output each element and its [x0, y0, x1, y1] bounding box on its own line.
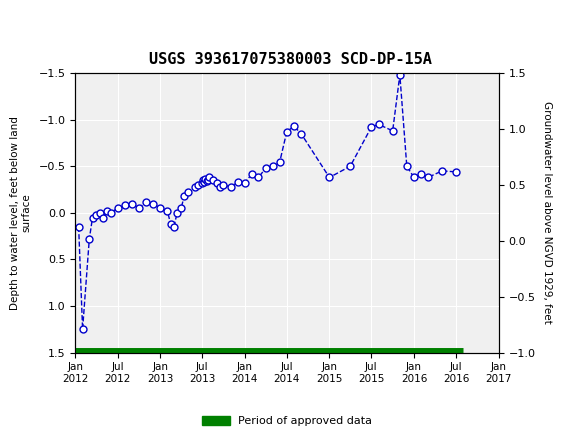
- Y-axis label: Depth to water level, feet below land
surface: Depth to water level, feet below land su…: [10, 116, 32, 310]
- Text: USGS 393617075380003 SCD-DP-15A: USGS 393617075380003 SCD-DP-15A: [148, 52, 432, 67]
- Y-axis label: Groundwater level above NGVD 1929, feet: Groundwater level above NGVD 1929, feet: [542, 101, 553, 324]
- Text: ≡USGS: ≡USGS: [12, 16, 70, 35]
- Legend: Period of approved data: Period of approved data: [197, 412, 377, 430]
